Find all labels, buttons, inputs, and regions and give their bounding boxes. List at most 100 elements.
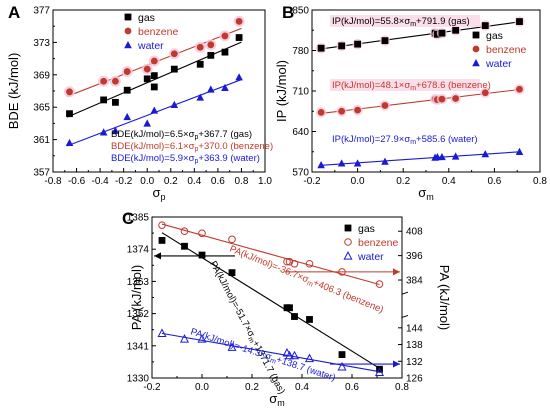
data-point (284, 350, 295, 360)
legend-marker (472, 31, 480, 39)
y-axis-label: IP (kJ/mol) (274, 60, 289, 122)
x-tick-label: -0.2 (143, 382, 161, 393)
y-tick-label: 369 (33, 70, 50, 81)
data-point (112, 98, 119, 106)
data-point (221, 83, 229, 91)
x-tick-label: 0.4 (295, 382, 309, 393)
x-tick-label: -0.4 (91, 176, 109, 187)
legend-marker (344, 224, 352, 232)
panel-c: C -0.2 0.0 0.2 0.4 0.6 0.8 1330 1341 1352 1363 1374… (122, 209, 452, 408)
data-point (375, 280, 384, 288)
y-tick-label: 1385 (127, 213, 150, 224)
legend-label: water (357, 251, 384, 263)
x-tick-label: 0.6 (487, 176, 501, 187)
y-tick-label: 640 (292, 127, 309, 138)
data-point (221, 32, 229, 40)
data-point (143, 65, 151, 73)
data-point (207, 41, 215, 49)
axis-break (401, 291, 409, 295)
legend-marker (343, 251, 353, 260)
data-point (143, 75, 151, 83)
y-tick-label: 377 (33, 6, 50, 17)
x-tick-label: 0.2 (396, 176, 410, 187)
data-point (337, 361, 347, 371)
y-tick-label: 1341 (127, 341, 150, 352)
legend-label: water (137, 40, 164, 52)
panel-letter: B (282, 3, 294, 22)
x-tick-label: 0.4 (187, 176, 201, 187)
x-tick-label: 0.2 (245, 382, 259, 393)
data-point (112, 77, 119, 85)
legend-marker (124, 27, 132, 35)
data-point (381, 37, 389, 45)
data-point (197, 333, 207, 343)
equation-label: BDE(kJ/mol)=5.9×σp+363.9 (water) (111, 153, 260, 165)
data-point (180, 227, 189, 236)
y-tick-label: 1330 (127, 374, 150, 385)
legend-label: benzene (358, 237, 398, 249)
x-axis-label: σm (418, 185, 434, 202)
data-point (66, 110, 73, 118)
data-point (438, 152, 446, 161)
x-tick-label: -0.8 (44, 176, 62, 187)
data-point (150, 106, 159, 114)
data-point (196, 60, 204, 68)
x-tick-label: 0.6 (345, 382, 359, 393)
data-point (100, 77, 108, 85)
data-point (354, 40, 361, 48)
legend-label: benzene (138, 26, 178, 38)
x-tick-label: -0.2 (115, 176, 133, 187)
data-point (353, 159, 362, 167)
data-point (66, 88, 73, 96)
data-point (150, 83, 158, 91)
y-tick-label: 373 (33, 38, 50, 49)
x-tick-label: 0.0 (140, 176, 154, 187)
x-tick-label: 0.8 (234, 176, 248, 187)
x-tick-label: 0.2 (164, 176, 178, 187)
legend-label: gas (358, 223, 375, 235)
fit-line (66, 41, 242, 118)
y-axis-label: BDE (kJ/mol) (6, 53, 21, 130)
data-point (207, 85, 215, 93)
data-point (198, 229, 206, 238)
data-point (481, 22, 489, 30)
benzene-axis-arrow-head (393, 268, 400, 276)
data-point (285, 257, 294, 266)
data-point (337, 159, 346, 167)
data-point (515, 147, 524, 155)
y-tick-label: 570 (292, 168, 309, 179)
data-point (170, 65, 178, 73)
data-point (381, 102, 389, 109)
equation-label: PA(kJ/mol)=-14.3×σm+138.7 (water) (189, 326, 337, 384)
data-point (179, 333, 190, 343)
water-axis-arrow-head (393, 360, 400, 368)
data-point (100, 96, 108, 104)
x-tick-label: 0.8 (533, 176, 547, 187)
data-point (290, 259, 299, 268)
legend-label: gas (486, 30, 503, 42)
equation-label: IP(kJ/mol)=55.8×σm+791.9 (gas) (332, 16, 470, 28)
data-point (304, 353, 315, 363)
data-point (196, 93, 205, 101)
data-point (338, 42, 346, 50)
data-point (481, 89, 489, 97)
y-tick-label: 1363 (127, 277, 150, 288)
x-tick-label: -0.6 (68, 176, 86, 187)
x-tick-label: -0.2 (303, 176, 321, 187)
legend-label: benzene (486, 44, 526, 56)
x-axis-label: σm (269, 391, 285, 408)
data-point (228, 235, 236, 244)
legend-marker (472, 59, 480, 67)
equation-label: PA(kJ/mol)=-51.7×σm+1371.7 (gas) (206, 259, 287, 396)
right-tick-label: 408 (406, 227, 423, 238)
data-point (451, 152, 460, 160)
panel-a: A -0.8 -0.6 -0.4 -0.2 0.0 0.2 0.4 0.6 0.8 1.0 357 36… (6, 3, 273, 202)
data-point (291, 313, 298, 320)
data-point (338, 107, 346, 115)
y-tick-label: 710 (292, 87, 309, 98)
data-point (452, 95, 460, 102)
legend-marker (344, 238, 352, 246)
equation-label: BDE(kJ/mol)=6.5×σp+367.7 (gas) (111, 129, 252, 141)
data-point (181, 242, 188, 250)
panel-letter: C (122, 209, 134, 228)
